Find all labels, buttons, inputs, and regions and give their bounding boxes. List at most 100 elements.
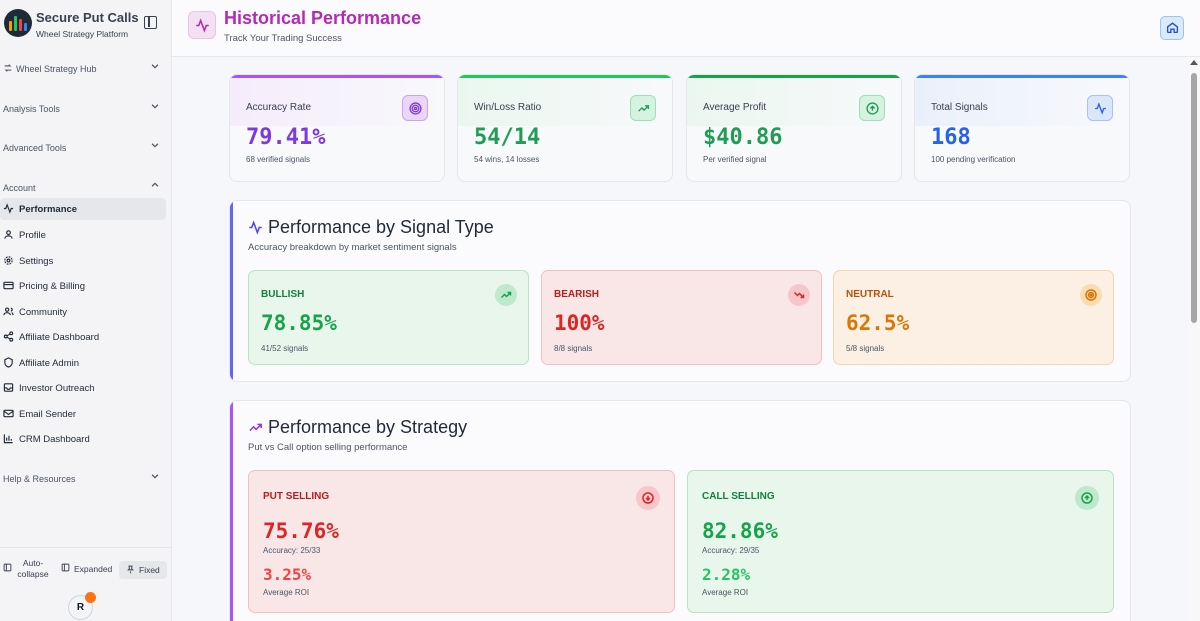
- sidebar-item-label: CRM Dashboard: [19, 434, 90, 445]
- sidebar-item-label: Settings: [19, 256, 54, 267]
- mail-icon: [3, 408, 15, 420]
- inbox-icon: [3, 382, 15, 394]
- home-button[interactable]: [1160, 16, 1184, 40]
- app-title: Secure Put Calls: [36, 10, 139, 25]
- sidebar-item-community[interactable]: Community: [0, 301, 166, 323]
- panel-icon: [3, 563, 12, 572]
- stat-value: 79.41%: [246, 125, 326, 150]
- sidebar-toggle-icon[interactable]: [144, 16, 157, 29]
- sidebar-item-affiliate-dashboard[interactable]: Affiliate Dashboard: [0, 326, 166, 348]
- sidebar-footer: Auto-collapse Expanded Fixed R: [0, 547, 172, 621]
- section-analysis-tools[interactable]: Analysis Tools: [0, 98, 172, 120]
- strategy-panel: Performance by Strategy Put vs Call opti…: [229, 400, 1131, 621]
- activity-icon: [248, 220, 263, 235]
- trending-up-icon: [495, 284, 517, 306]
- app-subtitle: Wheel Strategy Platform: [36, 29, 129, 39]
- section-label: Analysis Tools: [3, 104, 60, 114]
- sidebar-item-performance[interactable]: Performance: [0, 198, 166, 220]
- sidebar-item-pricing-billing[interactable]: Pricing & Billing: [0, 275, 166, 297]
- sidebar-item-investor-outreach[interactable]: Investor Outreach: [0, 377, 166, 399]
- sidebar-item-crm-dashboard[interactable]: CRM Dashboard: [0, 428, 166, 450]
- signal-count: 5/8 signals: [846, 344, 885, 353]
- sidebar-item-label: Email Sender: [19, 409, 77, 420]
- credit-card-icon: [3, 280, 15, 292]
- chevron-up-icon: [150, 180, 160, 190]
- strategy-card-call-selling: CALL SELLING 82.86% Accuracy: 29/35 2.28…: [687, 470, 1114, 613]
- refresh-icon: [4, 64, 12, 72]
- page-subtitle: Track Your Trading Success: [224, 33, 342, 44]
- strategy-roi: 3.25%: [263, 565, 312, 584]
- signal-accuracy: 100%: [554, 311, 605, 335]
- sidebar: Secure Put Calls Wheel Strategy Platform…: [0, 0, 172, 621]
- strategy-roi-label: Average ROI: [702, 588, 749, 597]
- activity-icon: [188, 11, 216, 39]
- section-wheel-strategy-hub[interactable]: Wheel Strategy Hub: [0, 58, 172, 80]
- section-label: Help & Resources: [3, 474, 76, 484]
- panel-subtitle: Accuracy breakdown by market sentiment s…: [248, 242, 457, 253]
- sidebar-item-affiliate-admin[interactable]: Affiliate Admin: [0, 352, 166, 374]
- stat-card-average-profit: Average Profit $40.86 Per verified signa…: [686, 74, 902, 182]
- gear-icon: [3, 255, 15, 267]
- activity-icon: [1087, 95, 1113, 121]
- strategy-accuracy-detail: Accuracy: 29/35: [702, 546, 760, 555]
- sidebar-item-label: Affiliate Admin: [19, 358, 80, 369]
- signal-name: BEARISH: [554, 289, 600, 300]
- section-label: Advanced Tools: [3, 143, 67, 153]
- strategy-name: PUT SELLING: [263, 491, 330, 502]
- strategy-accuracy: 82.86%: [702, 519, 778, 543]
- sidebar-item-settings[interactable]: Settings: [0, 250, 166, 272]
- strategy-accuracy: 75.76%: [263, 519, 339, 543]
- strategy-accuracy-detail: Accuracy: 25/33: [263, 546, 321, 555]
- activity-icon: [3, 203, 15, 215]
- sidebar-item-profile[interactable]: Profile: [0, 224, 166, 246]
- scroll-up-arrow-icon[interactable]: [1190, 60, 1198, 65]
- panel-title: Performance by Signal Type: [268, 217, 494, 237]
- page-title: Historical Performance: [224, 8, 422, 28]
- chevron-down-icon: [150, 61, 160, 71]
- arrow-down-circle-icon: [636, 486, 660, 510]
- stat-title: Accuracy Rate: [246, 102, 312, 113]
- users-icon: [3, 306, 15, 318]
- stat-description: 54 wins, 14 losses: [474, 155, 540, 164]
- bar-chart-icon: [3, 433, 15, 445]
- target-icon: [402, 95, 428, 121]
- panel-icon: [61, 563, 70, 572]
- brand[interactable]: Secure Put Calls Wheel Strategy Platform: [0, 0, 172, 50]
- signal-accuracy: 78.85%: [261, 311, 337, 335]
- sidebar-item-label: Investor Outreach: [19, 383, 95, 394]
- stat-title: Average Profit: [703, 102, 767, 113]
- page-scrollbar[interactable]: [1188, 57, 1200, 621]
- pin-icon: [127, 565, 134, 574]
- fixed-label: Fixed: [139, 565, 160, 575]
- signal-card-bullish: BULLISH 78.85% 41/52 signals: [248, 270, 529, 365]
- signal-count: 41/52 signals: [261, 344, 309, 353]
- sidebar-item-label: Affiliate Dashboard: [19, 332, 100, 343]
- trending-up-icon: [630, 95, 656, 121]
- chevron-down-icon: [150, 140, 160, 150]
- section-label: Wheel Strategy Hub: [16, 64, 97, 74]
- strategy-name: CALL SELLING: [702, 491, 775, 502]
- page-header: Historical Performance Track Your Tradin…: [172, 0, 1200, 57]
- stat-description: Per verified signal: [703, 155, 767, 164]
- stat-title: Win/Loss Ratio: [474, 102, 542, 113]
- chevron-down-icon: [150, 101, 160, 111]
- stat-value: 54/14: [474, 125, 541, 150]
- trending-down-icon: [788, 284, 810, 306]
- crown-badge-icon: [85, 592, 96, 603]
- stat-description: 68 verified signals: [246, 155, 311, 164]
- strategy-card-put-selling: PUT SELLING 75.76% Accuracy: 25/33 3.25%…: [248, 470, 675, 613]
- section-advanced-tools[interactable]: Advanced Tools: [0, 137, 172, 159]
- signal-name: NEUTRAL: [846, 289, 894, 300]
- panel-subtitle: Put vs Call option selling performance: [248, 442, 408, 453]
- stat-description: 100 pending verification: [931, 155, 1016, 164]
- section-help-resources[interactable]: Help & Resources: [0, 468, 172, 490]
- stat-card-total-signals: Total Signals 168 100 pending verificati…: [914, 74, 1130, 182]
- section-label: Account: [3, 183, 36, 193]
- arrow-up-circle-icon: [859, 95, 885, 121]
- auto-collapse-label: Auto-collapse: [17, 558, 49, 579]
- fixed-button[interactable]: Fixed: [119, 561, 167, 579]
- signal-accuracy: 62.5%: [846, 311, 910, 335]
- sidebar-item-email-sender[interactable]: Email Sender: [0, 403, 166, 425]
- scroll-thumb[interactable]: [1191, 73, 1197, 323]
- section-account[interactable]: Account: [0, 177, 172, 199]
